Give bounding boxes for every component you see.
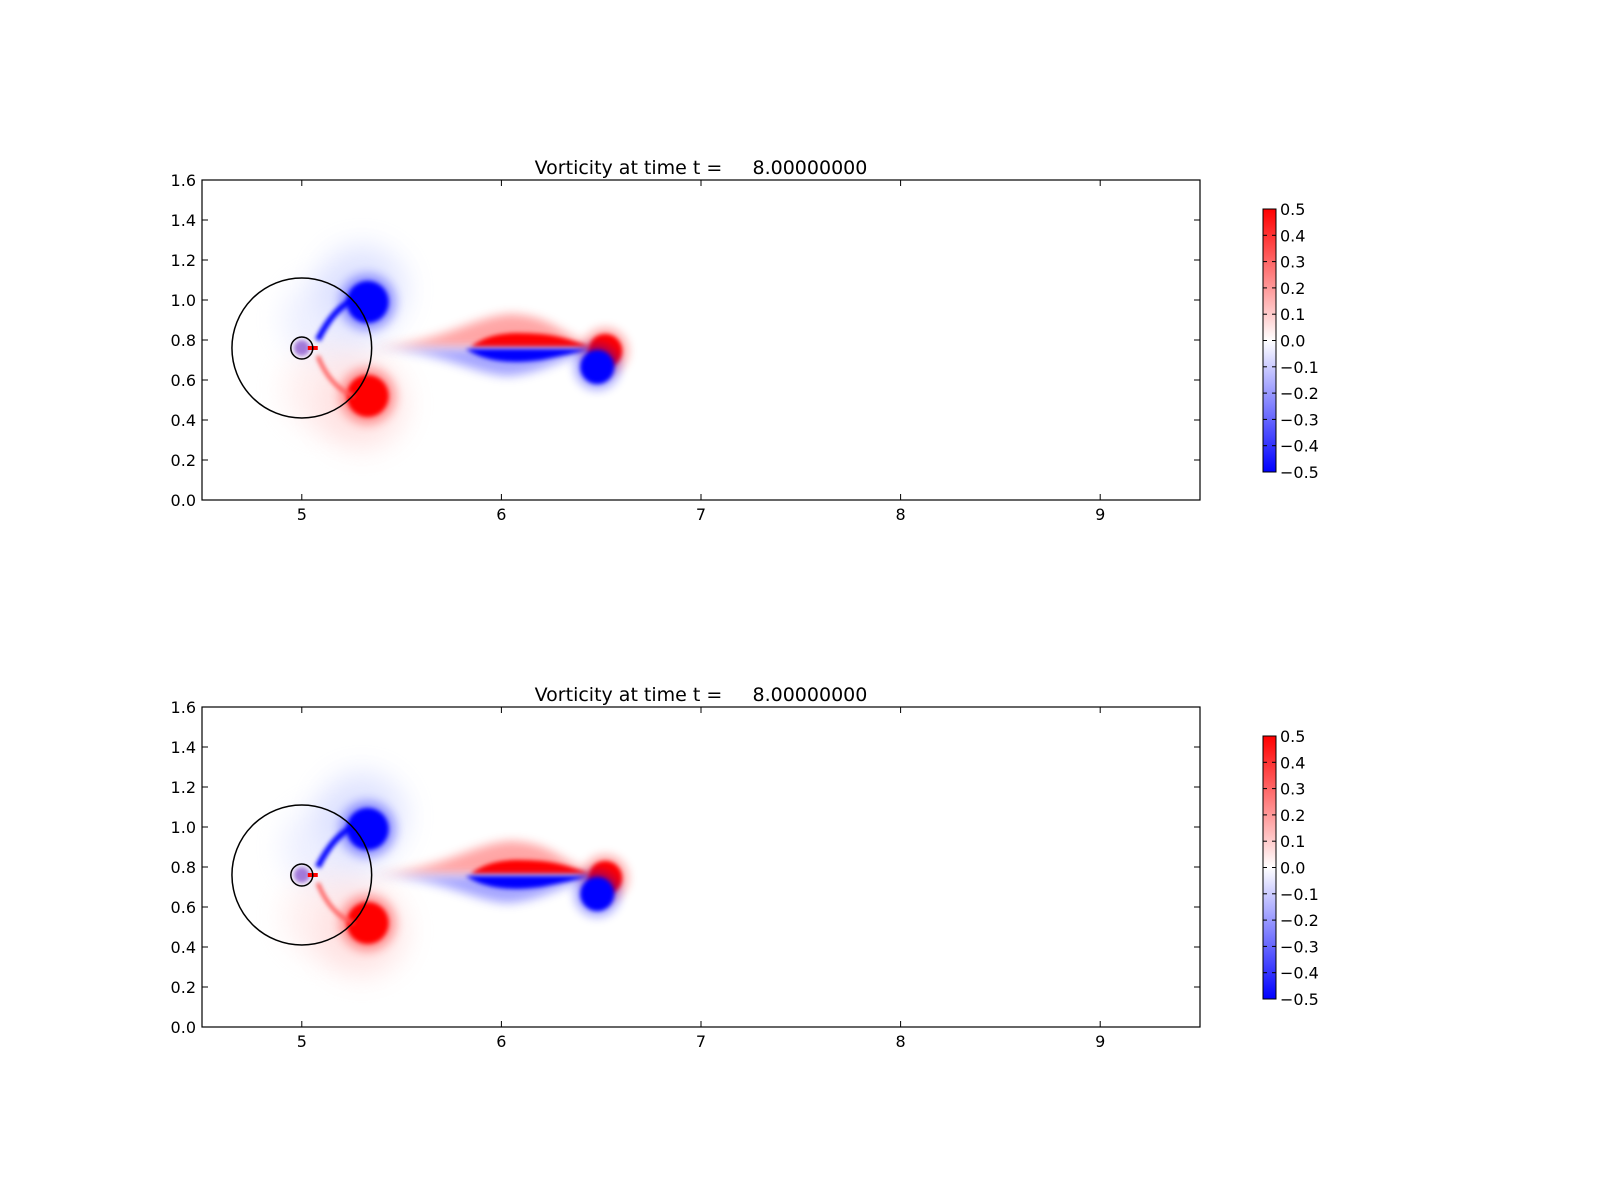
y-tick-label: 0.2 bbox=[171, 978, 196, 997]
x-tick-label: 5 bbox=[297, 505, 307, 524]
y-axis: 0.0 0.2 0.4 0.6 0.8 1.0 1.2 1.4 1.6 bbox=[171, 698, 1200, 1037]
colorbar-tick-label: 0.4 bbox=[1280, 226, 1305, 245]
colorbar-tick-label: 0.2 bbox=[1280, 806, 1305, 825]
y-tick-label: 1.6 bbox=[171, 171, 196, 190]
colorbar-tick-label: −0.1 bbox=[1280, 358, 1319, 377]
chart-title: Vorticity at time t = 8.00000000 bbox=[535, 684, 868, 706]
x-tick-label: 6 bbox=[496, 505, 506, 524]
colorbar: 0.5 0.4 0.3 0.2 0.1 0.0 −0.1 −0.2 −0.3 −0.4 −0.5 bbox=[1262, 727, 1319, 1009]
y-tick-label: 0.0 bbox=[171, 491, 196, 510]
colorbar-tick-label: −0.4 bbox=[1280, 964, 1319, 983]
inner-circle bbox=[290, 336, 314, 360]
y-tick-label: 1.4 bbox=[171, 738, 196, 757]
body-circles bbox=[231, 277, 373, 419]
red-wake-core bbox=[471, 333, 592, 347]
chart-title: Vorticity at time t = 8.00000000 bbox=[535, 157, 868, 179]
y-tick-label: 0.8 bbox=[171, 331, 196, 350]
chart-panel-2: 5 6 7 8 9 0.0 0.2 0.4 0.6 0.8 1.0 1.2 1.4 1.6 Vortic… bbox=[171, 684, 1319, 1051]
colorbar-tick-label: 0.4 bbox=[1280, 753, 1305, 772]
chart-panel-1: 5 6 7 8 9 0.0 0.2 0.4 0.6 0.8 1.0 1.2 1.4 1.6 Vortic… bbox=[171, 157, 1319, 524]
vortex-downstream-blue bbox=[580, 877, 615, 911]
vortex-lower-red bbox=[346, 375, 389, 417]
y-axis: 0.0 0.2 0.4 0.6 0.8 1.0 1.2 1.4 1.6 bbox=[171, 171, 1200, 510]
vortex-downstream-blue bbox=[580, 350, 615, 384]
red-wake-core bbox=[471, 860, 592, 874]
x-tick-label: 5 bbox=[297, 1032, 307, 1051]
y-tick-label: 1.2 bbox=[171, 251, 196, 270]
y-tick-label: 1.6 bbox=[171, 698, 196, 717]
blue-feeding-arm bbox=[315, 824, 355, 869]
colorbar-tick-label: −0.1 bbox=[1280, 885, 1319, 904]
vortex-upper-blue bbox=[346, 281, 389, 323]
y-tick-label: 1.0 bbox=[171, 291, 196, 310]
x-tick-label: 7 bbox=[696, 505, 706, 524]
x-tick-label: 9 bbox=[1095, 1032, 1105, 1051]
y-tick-label: 0.0 bbox=[171, 1018, 196, 1037]
blue-wake-core bbox=[465, 876, 592, 889]
body-nearfield bbox=[293, 340, 310, 356]
colorbar-tick-label: −0.5 bbox=[1280, 463, 1319, 482]
colorbar-tick-label: 0.2 bbox=[1280, 279, 1305, 298]
y-tick-label: 0.6 bbox=[171, 898, 196, 917]
colorbar-tick-label: −0.3 bbox=[1280, 410, 1319, 429]
colorbar-tick-label: 0.3 bbox=[1280, 253, 1305, 272]
vorticity-field bbox=[281, 773, 701, 975]
vortex-lower-red bbox=[346, 902, 389, 944]
vorticity-field bbox=[281, 246, 701, 448]
x-tick-label: 8 bbox=[896, 505, 906, 524]
body-nearfield bbox=[293, 867, 310, 883]
y-tick-label: 0.4 bbox=[171, 411, 196, 430]
outer-circle bbox=[231, 804, 373, 946]
colorbar-tick-label: 0.5 bbox=[1280, 200, 1305, 219]
x-axis: 5 6 7 8 9 bbox=[297, 707, 1105, 1051]
body-circles bbox=[231, 804, 373, 946]
colorbar-tick-label: 0.0 bbox=[1280, 332, 1305, 351]
colorbar-tick-label: −0.2 bbox=[1280, 384, 1319, 403]
y-tick-label: 0.8 bbox=[171, 858, 196, 877]
x-tick-label: 6 bbox=[496, 1032, 506, 1051]
outer-circle bbox=[231, 277, 373, 419]
red-feeding-arm bbox=[315, 882, 355, 925]
colorbar-tick-label: −0.4 bbox=[1280, 437, 1319, 456]
red-feeding-arm bbox=[315, 355, 355, 398]
y-tick-label: 0.6 bbox=[171, 371, 196, 390]
x-tick-label: 9 bbox=[1095, 505, 1105, 524]
y-tick-label: 1.0 bbox=[171, 818, 196, 837]
y-tick-label: 1.2 bbox=[171, 778, 196, 797]
colorbar-tick-label: 0.1 bbox=[1280, 305, 1305, 324]
inner-circle bbox=[290, 863, 314, 887]
colorbar-tick-label: 0.3 bbox=[1280, 780, 1305, 799]
vortex-upper-blue bbox=[346, 808, 389, 850]
blue-feeding-arm bbox=[315, 297, 355, 342]
y-tick-label: 0.2 bbox=[171, 451, 196, 470]
x-tick-label: 7 bbox=[696, 1032, 706, 1051]
colorbar-tick-label: −0.2 bbox=[1280, 911, 1319, 930]
colorbar-tick-label: 0.1 bbox=[1280, 832, 1305, 851]
blue-wake-core bbox=[465, 349, 592, 362]
x-axis: 5 6 7 8 9 bbox=[297, 180, 1105, 524]
colorbar-tick-label: 0.0 bbox=[1280, 859, 1305, 878]
y-tick-label: 1.4 bbox=[171, 211, 196, 230]
y-tick-label: 0.4 bbox=[171, 938, 196, 957]
colorbar-tick-label: −0.5 bbox=[1280, 990, 1319, 1009]
x-tick-label: 8 bbox=[896, 1032, 906, 1051]
colorbar-tick-label: 0.5 bbox=[1280, 727, 1305, 746]
colorbar: 0.5 0.4 0.3 0.2 0.1 0.0 −0.1 −0.2 −0.3 −0.4 −0.5 bbox=[1262, 200, 1319, 482]
colorbar-tick-label: −0.3 bbox=[1280, 937, 1319, 956]
